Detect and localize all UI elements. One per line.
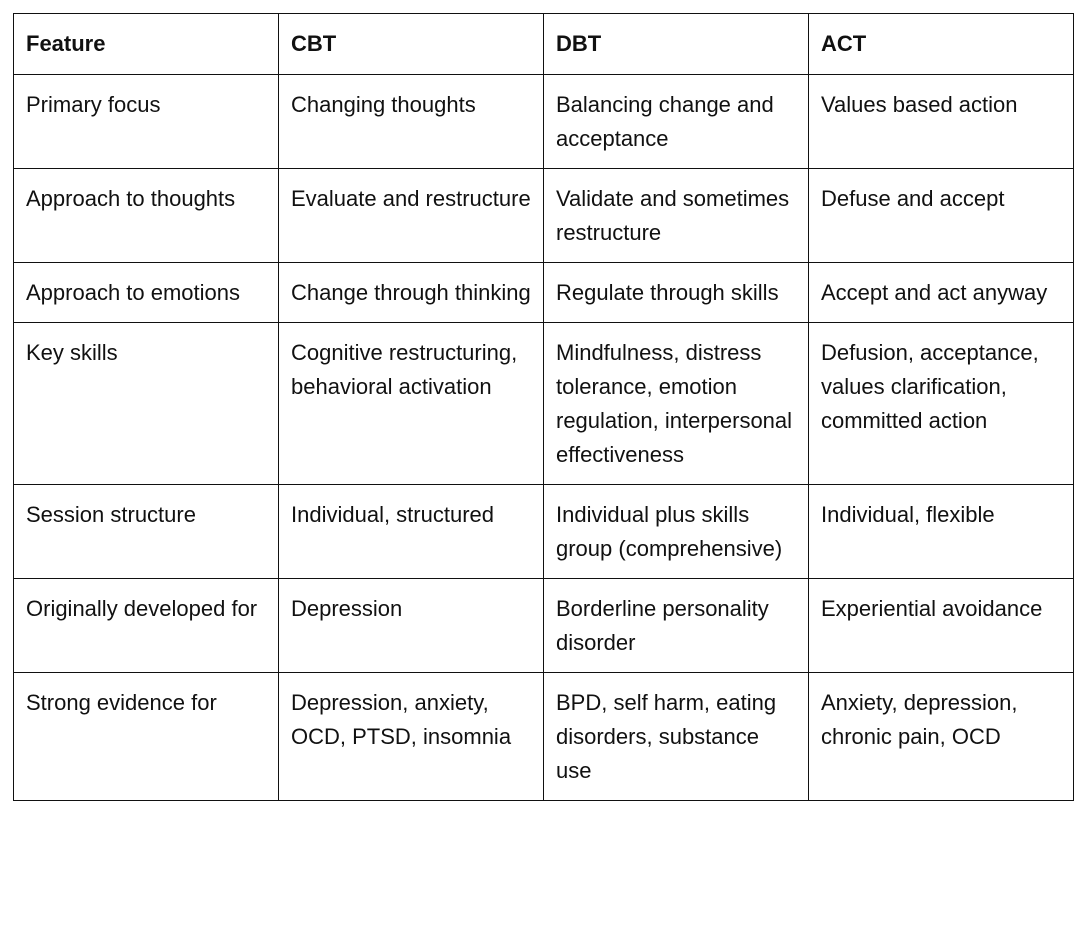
feature-cell: Strong evidence for <box>13 672 279 801</box>
comparison-table: Feature CBT DBT ACT Primary focus Changing t… <box>13 13 1074 801</box>
feature-cell: Approach to emotions <box>13 262 279 323</box>
table-cell: Experiential avoidance <box>808 578 1074 673</box>
table-cell: Mindfulness, distress tolerance, emotion… <box>543 322 809 485</box>
table-cell: Changing thoughts <box>278 74 544 169</box>
header-cell: CBT <box>278 13 544 75</box>
table-cell: Balancing change and acceptance <box>543 74 809 169</box>
table-row: Primary focus Changing thoughts Balancing … <box>13 74 1074 169</box>
table-cell: Change through thinking <box>278 262 544 323</box>
table-row: Originally developed for Depression Border… <box>13 578 1074 673</box>
table-cell: BPD, self harm, eating disorders, substa… <box>543 672 809 801</box>
feature-cell: Primary focus <box>13 74 279 169</box>
table-cell: Cognitive restructuring, behavioral acti… <box>278 322 544 485</box>
feature-cell: Key skills <box>13 322 279 485</box>
header-cell: DBT <box>543 13 809 75</box>
table-cell: Validate and sometimes restructure <box>543 168 809 263</box>
table-cell: Defusion, acceptance, values clarificati… <box>808 322 1074 485</box>
table-cell: Anxiety, depression, chronic pain, OCD <box>808 672 1074 801</box>
table-row: Approach to thoughts Evaluate and restruc… <box>13 168 1074 263</box>
table-cell: Depression <box>278 578 544 673</box>
table-cell: Regulate through skills <box>543 262 809 323</box>
table-cell: Evaluate and restructure <box>278 168 544 263</box>
table-cell: Individual, structured <box>278 484 544 579</box>
feature-cell: Session structure <box>13 484 279 579</box>
header-row: Feature CBT DBT ACT <box>13 13 1074 75</box>
table-cell: Individual, flexible <box>808 484 1074 579</box>
table-row: Session structure Individual, structured I… <box>13 484 1074 579</box>
header-cell: Feature <box>13 13 279 75</box>
table-cell: Borderline personality disorder <box>543 578 809 673</box>
table-cell: Individual plus skills group (comprehens… <box>543 484 809 579</box>
table-row: Key skills Cognitive restructuring, behav… <box>13 322 1074 485</box>
feature-cell: Approach to thoughts <box>13 168 279 263</box>
table-container: Feature CBT DBT ACT Primary focus Changing t… <box>13 13 1074 801</box>
table-cell: Values based action <box>808 74 1074 169</box>
feature-cell: Originally developed for <box>13 578 279 673</box>
table-row: Strong evidence for Depression, anxiety, … <box>13 672 1074 801</box>
table-cell: Depression, anxiety, OCD, PTSD, insomnia <box>278 672 544 801</box>
header-cell: ACT <box>808 13 1074 75</box>
table-cell: Accept and act anyway <box>808 262 1074 323</box>
table-row: Approach to emotions Change through think… <box>13 262 1074 323</box>
table-cell: Defuse and accept <box>808 168 1074 263</box>
